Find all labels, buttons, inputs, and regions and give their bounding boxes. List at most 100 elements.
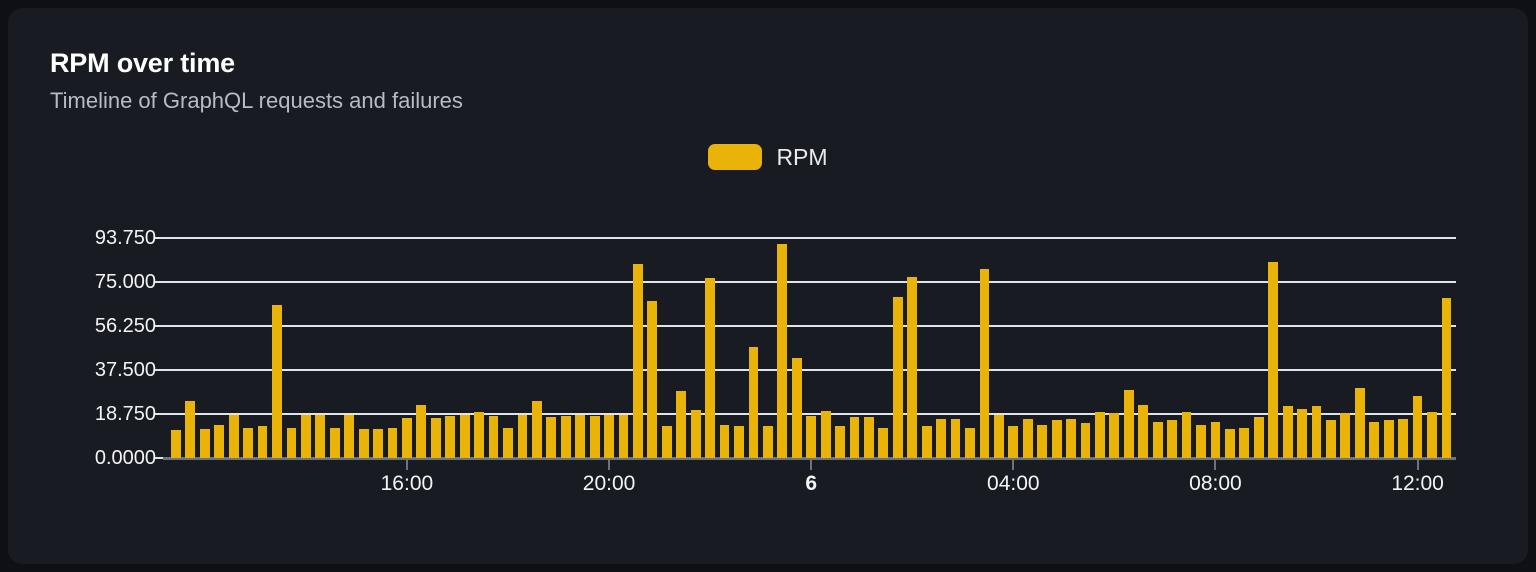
bar[interactable] [1297,408,1307,458]
bar[interactable] [604,414,614,458]
bar[interactable] [315,414,326,458]
bar[interactable] [1427,412,1437,458]
bar[interactable] [734,426,744,458]
bar[interactable] [1095,412,1105,458]
bar[interactable] [488,415,499,458]
bar[interactable] [517,414,528,458]
bar[interactable] [864,416,874,458]
bar[interactable] [358,428,369,458]
bar[interactable] [1080,422,1091,458]
bar[interactable] [892,297,903,458]
bar[interactable] [329,427,340,458]
bar[interactable] [257,426,268,458]
bar[interactable] [575,414,586,458]
bar[interactable] [1167,420,1178,458]
bar[interactable] [1051,420,1062,458]
bar[interactable] [835,426,845,458]
bar[interactable] [806,415,817,458]
bar[interactable] [921,426,932,458]
bar[interactable] [936,419,947,458]
bar[interactable] [1123,389,1134,458]
bar[interactable] [373,428,383,458]
bar[interactable] [344,414,355,458]
bar[interactable] [1196,425,1206,458]
y-tick-label: 93.750 [94,227,156,249]
bar[interactable] [1326,420,1336,458]
legend-item-rpm[interactable]: RPM [708,144,828,170]
bar[interactable] [633,264,643,458]
bar[interactable] [1109,413,1120,458]
bar[interactable] [589,415,600,458]
bar[interactable] [199,428,210,458]
bar[interactable] [402,418,412,458]
bar[interactable] [661,426,672,458]
bar[interactable] [1022,419,1033,458]
bar[interactable] [1239,427,1250,458]
bar[interactable] [791,358,802,458]
bar[interactable] [748,346,759,458]
bar[interactable] [1253,416,1264,458]
bar[interactable] [618,414,629,458]
bar[interactable] [1210,421,1221,458]
bar[interactable] [185,400,196,458]
page-title: RPM over time [50,48,235,78]
bar[interactable] [1383,420,1394,458]
bar[interactable] [1181,412,1192,458]
bar[interactable] [820,411,831,458]
bar[interactable] [676,391,687,458]
bar[interactable] [1282,406,1293,458]
bar[interactable] [762,426,773,458]
bar[interactable] [1311,406,1322,458]
bar[interactable] [459,414,470,458]
bar[interactable] [1037,425,1048,458]
legend-swatch-icon [708,144,763,170]
bar[interactable] [1224,428,1235,458]
bar[interactable] [286,427,297,458]
bar[interactable] [950,419,961,458]
bar[interactable] [560,415,571,458]
bar[interactable] [647,300,658,458]
bar[interactable] [272,305,282,458]
bar[interactable] [849,416,860,458]
bar[interactable] [430,418,441,458]
bar[interactable] [777,244,788,458]
bar[interactable] [1138,405,1149,458]
bar[interactable] [1369,421,1380,458]
bar[interactable] [1354,387,1365,458]
y-tick-mark [154,281,164,283]
bar[interactable] [531,400,542,458]
x-tick-mark [405,460,408,470]
bar[interactable] [878,427,889,458]
bar[interactable] [907,277,918,458]
bar[interactable] [979,269,990,458]
bar[interactable] [1340,413,1351,458]
bar[interactable] [1412,395,1423,458]
bar[interactable] [719,425,730,458]
chart-legend: RPM [8,144,1528,170]
bar[interactable] [171,429,181,458]
x-tick-label: 08:00 [1189,472,1242,495]
bar[interactable] [416,405,427,458]
bar[interactable] [243,427,253,458]
bar[interactable] [1441,298,1452,458]
bar[interactable] [387,427,398,458]
y-tick-mark [154,237,164,239]
x-tick-label: 20:00 [582,472,636,495]
bar[interactable] [445,415,456,458]
bar[interactable] [1152,421,1163,458]
bar[interactable] [546,416,557,458]
bar[interactable] [965,427,975,458]
bar[interactable] [1008,426,1019,458]
bar[interactable] [474,412,484,458]
bar[interactable] [690,409,701,458]
bar[interactable] [993,414,1004,458]
bar[interactable] [1398,419,1409,458]
bar[interactable] [1268,262,1279,458]
bar[interactable] [214,425,225,458]
bar[interactable] [1066,419,1076,458]
bar[interactable] [228,414,239,458]
bar[interactable] [503,427,513,458]
bar[interactable] [705,278,716,458]
bar[interactable] [300,414,311,458]
x-axis-line [163,457,1456,460]
